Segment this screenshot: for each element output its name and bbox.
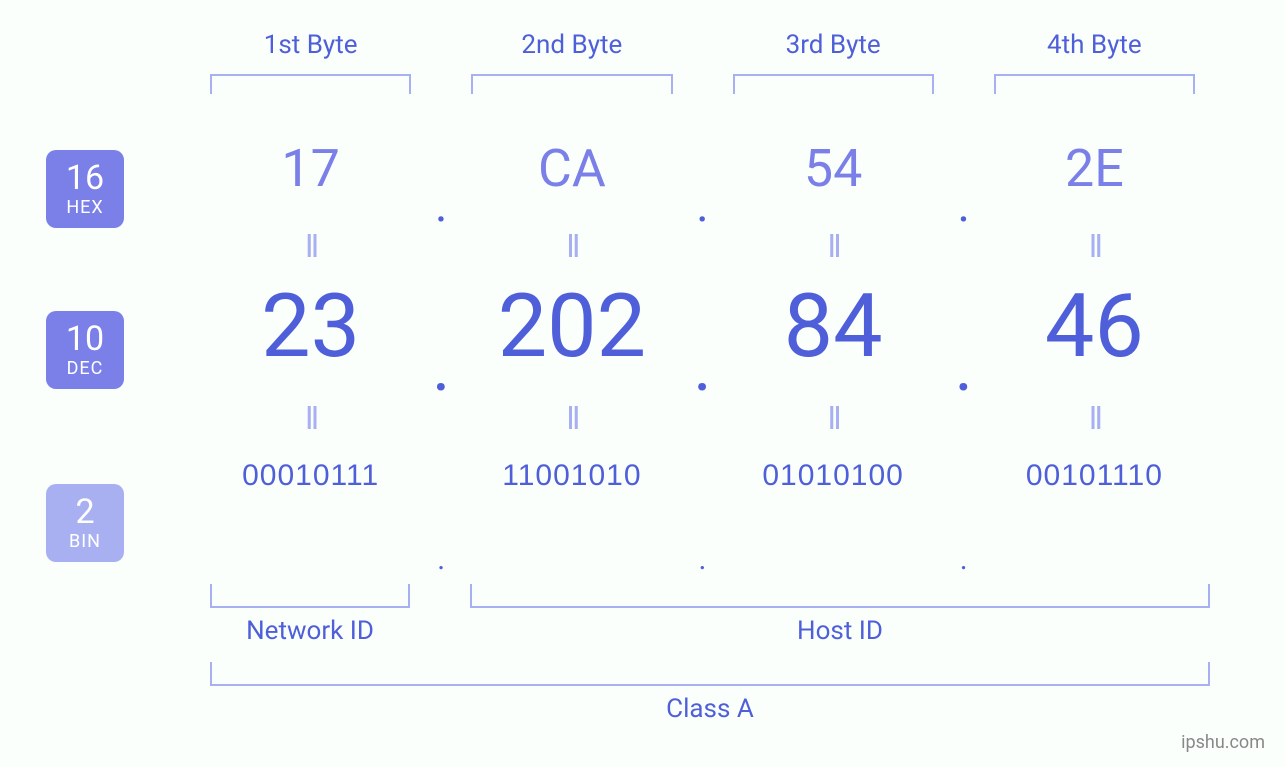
dot-separator: . [432, 326, 450, 408]
dot-separator: . [955, 326, 973, 408]
dot-separator: . [960, 542, 968, 577]
host-id-bracket [470, 584, 1210, 608]
dot-separator: . [957, 176, 970, 233]
dot-separator: . [437, 542, 445, 577]
equals-icon: II [180, 399, 441, 437]
watermark-text: ipshu.com [1181, 732, 1265, 753]
dot-separator: . [696, 176, 709, 233]
class-bracket [210, 662, 1210, 686]
equals-icon: II [703, 227, 964, 265]
equals-icon: II [441, 399, 702, 437]
byte-4-bin: 00101110 [964, 459, 1225, 493]
class-label: Class A [210, 694, 1210, 724]
byte-4-dec: 46 [964, 283, 1225, 371]
byte-2-hex: CA [441, 138, 702, 199]
network-id-label: Network ID [210, 616, 410, 646]
equals-icon: II [964, 227, 1225, 265]
byte-3-bin: 01010100 [703, 459, 964, 493]
badge-hex-label: HEX [66, 197, 103, 218]
host-id-label: Host ID [470, 616, 1210, 646]
badge-bin-label: BIN [69, 531, 101, 552]
equals-icon: II [703, 399, 964, 437]
byte-2-bin: 11001010 [441, 459, 702, 493]
network-id-bracket [210, 584, 410, 608]
dot-separator: . [693, 326, 711, 408]
badge-hex: 16 HEX [46, 150, 124, 228]
byte-1-bin: 00010111 [180, 459, 441, 493]
badge-dec-label: DEC [67, 358, 104, 379]
bytes-grid: 1st Byte 17 II 23 II 00010111 2nd Byte C… [180, 30, 1225, 493]
byte-column-4: 4th Byte 2E II 46 II 00101110 [964, 30, 1225, 493]
equals-icon: II [180, 227, 441, 265]
byte-3-label: 3rd Byte [703, 30, 964, 60]
byte-4-top-bracket [994, 74, 1195, 94]
byte-3-top-bracket [733, 74, 934, 94]
byte-3-hex: 54 [703, 138, 964, 199]
equals-icon: II [441, 227, 702, 265]
byte-column-3: 3rd Byte 54 II 84 II 01010100 [703, 30, 964, 493]
byte-2-top-bracket [471, 74, 672, 94]
byte-1-top-bracket [210, 74, 411, 94]
badge-dec: 10 DEC [46, 311, 124, 389]
byte-1-hex: 17 [180, 138, 441, 199]
badge-bin: 2 BIN [46, 484, 124, 562]
badge-hex-number: 16 [66, 161, 104, 195]
byte-1-label: 1st Byte [180, 30, 441, 60]
byte-2-label: 2nd Byte [441, 30, 702, 60]
byte-column-1: 1st Byte 17 II 23 II 00010111 [180, 30, 441, 493]
byte-4-hex: 2E [964, 138, 1225, 199]
dot-separator: . [435, 176, 448, 233]
badge-bin-number: 2 [75, 495, 94, 529]
byte-column-2: 2nd Byte CA II 202 II 11001010 [441, 30, 702, 493]
badge-dec-number: 10 [66, 322, 104, 356]
equals-icon: II [964, 399, 1225, 437]
byte-2-dec: 202 [441, 283, 702, 371]
byte-1-dec: 23 [180, 283, 441, 371]
dot-separator: . [699, 542, 707, 577]
byte-4-label: 4th Byte [964, 30, 1225, 60]
byte-3-dec: 84 [703, 283, 964, 371]
